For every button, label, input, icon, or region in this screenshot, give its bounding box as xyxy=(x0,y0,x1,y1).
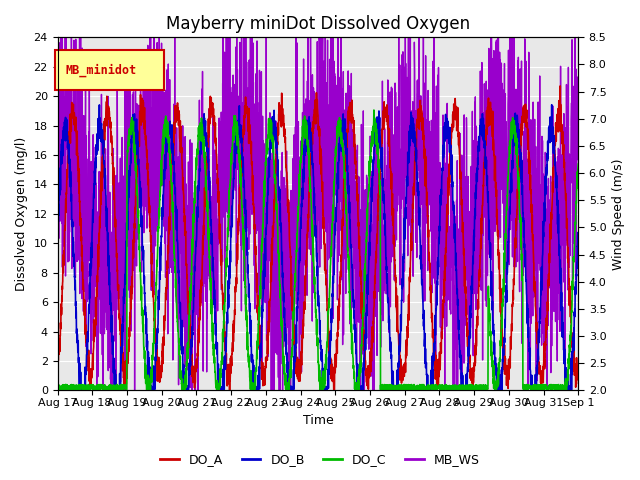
Line: DO_B: DO_B xyxy=(58,105,579,390)
Y-axis label: Wind Speed (m/s): Wind Speed (m/s) xyxy=(612,158,625,270)
Text: MB_minidot: MB_minidot xyxy=(65,63,136,77)
DO_B xyxy=(54,243,61,249)
MB_WS xyxy=(145,153,152,158)
DO_A xyxy=(276,111,284,117)
DO_B xyxy=(286,387,294,393)
FancyBboxPatch shape xyxy=(55,50,164,90)
DO_A xyxy=(330,387,338,393)
MB_WS xyxy=(508,138,516,144)
DO_C xyxy=(113,384,121,390)
Line: DO_C: DO_C xyxy=(58,110,579,390)
DO_A xyxy=(144,181,152,187)
DO_B xyxy=(113,385,121,391)
MB_WS xyxy=(253,99,261,105)
Y-axis label: Dissolved Oxygen (mg/l): Dissolved Oxygen (mg/l) xyxy=(15,137,28,291)
DO_B xyxy=(508,158,516,164)
DO_C xyxy=(564,356,572,361)
DO_B xyxy=(564,387,572,393)
DO_A xyxy=(575,365,582,371)
MB_WS xyxy=(93,387,100,393)
Title: Mayberry miniDot Dissolved Oxygen: Mayberry miniDot Dissolved Oxygen xyxy=(166,15,470,33)
X-axis label: Time: Time xyxy=(303,414,333,427)
DO_A xyxy=(556,83,564,89)
DO_B xyxy=(276,186,284,192)
DO_C xyxy=(370,107,378,113)
DO_C xyxy=(144,372,152,378)
DO_B xyxy=(548,102,556,108)
DO_A xyxy=(113,255,121,261)
MB_WS xyxy=(113,86,121,92)
DO_A xyxy=(564,255,572,261)
MB_WS xyxy=(54,103,61,109)
DO_C xyxy=(54,384,61,390)
DO_A xyxy=(253,297,261,303)
MB_WS xyxy=(276,387,284,393)
Legend: DO_A, DO_B, DO_C, MB_WS: DO_A, DO_B, DO_C, MB_WS xyxy=(155,448,485,471)
Line: MB_WS: MB_WS xyxy=(58,37,579,390)
DO_B xyxy=(575,238,582,243)
DO_B xyxy=(253,384,261,389)
DO_C xyxy=(276,282,284,288)
DO_B xyxy=(144,349,152,355)
MB_WS xyxy=(54,35,62,40)
MB_WS xyxy=(564,64,572,70)
DO_C xyxy=(253,344,261,349)
DO_C xyxy=(575,161,582,167)
DO_C xyxy=(143,387,150,393)
DO_A xyxy=(54,360,61,366)
DO_C xyxy=(508,132,516,138)
DO_A xyxy=(508,312,516,318)
Line: DO_A: DO_A xyxy=(58,86,579,390)
MB_WS xyxy=(575,131,582,136)
